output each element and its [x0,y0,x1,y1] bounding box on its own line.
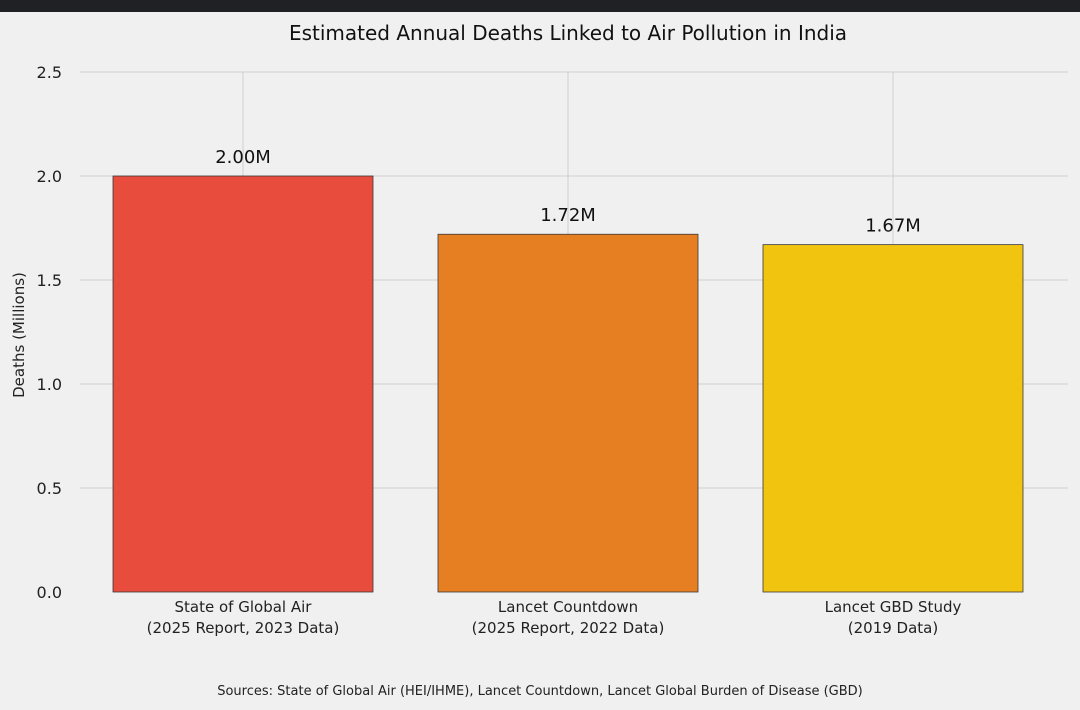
category-label: Lancet Countdown [498,598,638,616]
bar-value-label: 2.00M [215,147,271,168]
category-label: Lancet GBD Study [825,598,962,616]
category-label: (2019 Data) [848,619,938,637]
y-tick-labels: 0.0 0.5 1.0 1.5 2.0 2.5 [37,63,62,602]
bar-value-label: 1.67M [865,216,921,237]
chart-title: Estimated Annual Deaths Linked to Air Po… [289,21,847,45]
top-bar [0,0,1080,12]
category-label: (2025 Report, 2022 Data) [472,619,665,637]
data-labels: 2.00M 1.72M 1.67M [215,147,921,237]
y-axis-title: Deaths (Millions) [10,272,28,398]
y-tick-label: 0.5 [37,479,62,498]
y-tick-label: 1.0 [37,375,62,394]
y-tick-label: 2.5 [37,63,62,82]
y-tick-label: 0.0 [37,583,62,602]
bar [112,175,374,593]
y-tick-label: 1.5 [37,271,62,290]
bars [112,175,1024,593]
bar [437,233,699,593]
category-labels: State of Global Air (2025 Report, 2023 Da… [147,598,962,637]
bar [762,244,1024,593]
bar-value-label: 1.72M [540,205,596,226]
category-label: (2025 Report, 2023 Data) [147,619,340,637]
source-note: Sources: State of Global Air (HEI/IHME),… [217,684,863,699]
y-tick-label: 2.0 [37,167,62,186]
category-label: State of Global Air [175,598,313,616]
